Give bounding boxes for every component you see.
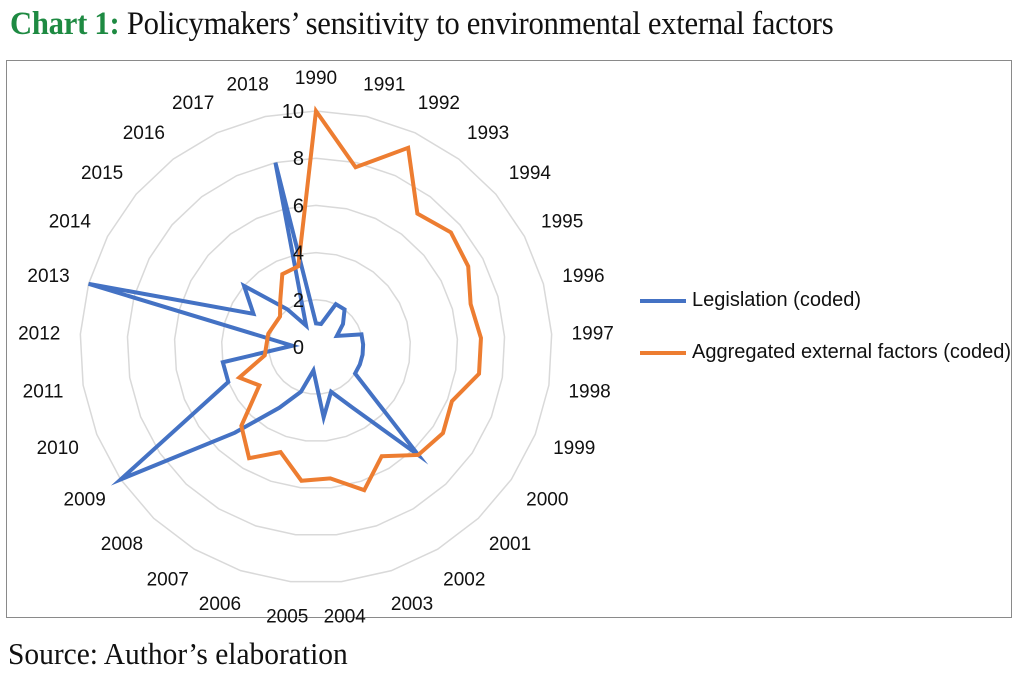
- legend-swatch-legislation: [640, 299, 686, 303]
- category-label-2004: 2004: [324, 606, 367, 627]
- category-label-1992: 1992: [418, 93, 460, 114]
- category-label-2011: 2011: [23, 382, 64, 403]
- series-line-external-factors: [235, 105, 483, 493]
- grid-ring-4: [220, 251, 412, 442]
- category-label-2016: 2016: [123, 123, 165, 144]
- category-label-2012: 2012: [18, 323, 60, 344]
- category-label-2000: 2000: [526, 490, 568, 511]
- chart-title-text: Policymakers’ sensitivity to environment…: [119, 6, 834, 42]
- category-label-2010: 2010: [37, 438, 79, 459]
- series-layer: [88, 105, 483, 493]
- category-label-2007: 2007: [147, 569, 189, 590]
- category-label-2018: 2018: [227, 74, 269, 95]
- radial-tick-label: 4: [293, 243, 304, 265]
- category-label-1999: 1999: [553, 438, 595, 459]
- radial-tick-label: 6: [293, 195, 304, 217]
- category-label-2008: 2008: [101, 534, 143, 555]
- radial-tick-labels: 0 2 4 6 8 10: [282, 101, 304, 359]
- legend-label: Legislation (coded): [692, 289, 861, 311]
- category-label-1994: 1994: [509, 163, 552, 184]
- radial-tick-label: 10: [282, 101, 304, 123]
- radial-tick-label: 2: [293, 290, 304, 312]
- category-label-1996: 1996: [562, 266, 604, 287]
- category-label-2003: 2003: [391, 594, 433, 615]
- category-label-2017: 2017: [172, 93, 214, 114]
- legend-swatch-external-factors: [640, 351, 686, 355]
- category-label-2001: 2001: [489, 534, 531, 555]
- grid-ring-6: [173, 204, 459, 489]
- category-label-2013: 2013: [27, 266, 69, 287]
- category-label-1990: 1990: [295, 68, 337, 89]
- grid-ring-8: [126, 157, 506, 536]
- category-label-1995: 1995: [541, 212, 583, 233]
- radial-tick-label: 8: [293, 148, 304, 170]
- legend-item-legislation: Legislation (coded): [640, 288, 1022, 312]
- category-label-2015: 2015: [81, 163, 123, 184]
- legend: Legislation (coded) Aggregated external …: [640, 288, 1022, 392]
- category-label-2006: 2006: [199, 594, 241, 615]
- category-label-2005: 2005: [266, 606, 308, 627]
- radial-tick-label: 0: [293, 337, 304, 359]
- legend-label: Aggregated external factors (coded): [692, 341, 1012, 363]
- category-label-2002: 2002: [443, 569, 485, 590]
- chart-title: Chart 1: Policymakers’ sensitivity to en…: [10, 6, 834, 43]
- category-label-2014: 2014: [49, 212, 92, 233]
- category-label-1998: 1998: [568, 382, 610, 403]
- chart-frame: [6, 60, 1012, 618]
- chart-number: Chart 1:: [10, 6, 120, 42]
- grid-ring-10: [79, 110, 553, 583]
- category-label-1993: 1993: [467, 123, 509, 144]
- source-note: Source: Author’s elaboration: [8, 636, 348, 671]
- category-label-2009: 2009: [64, 490, 106, 511]
- category-label-1997: 1997: [572, 323, 614, 344]
- category-label-1991: 1991: [363, 74, 405, 95]
- series-line-legislation: [88, 162, 429, 486]
- legend-item-external-factors: Aggregated external factors (coded): [640, 340, 1022, 364]
